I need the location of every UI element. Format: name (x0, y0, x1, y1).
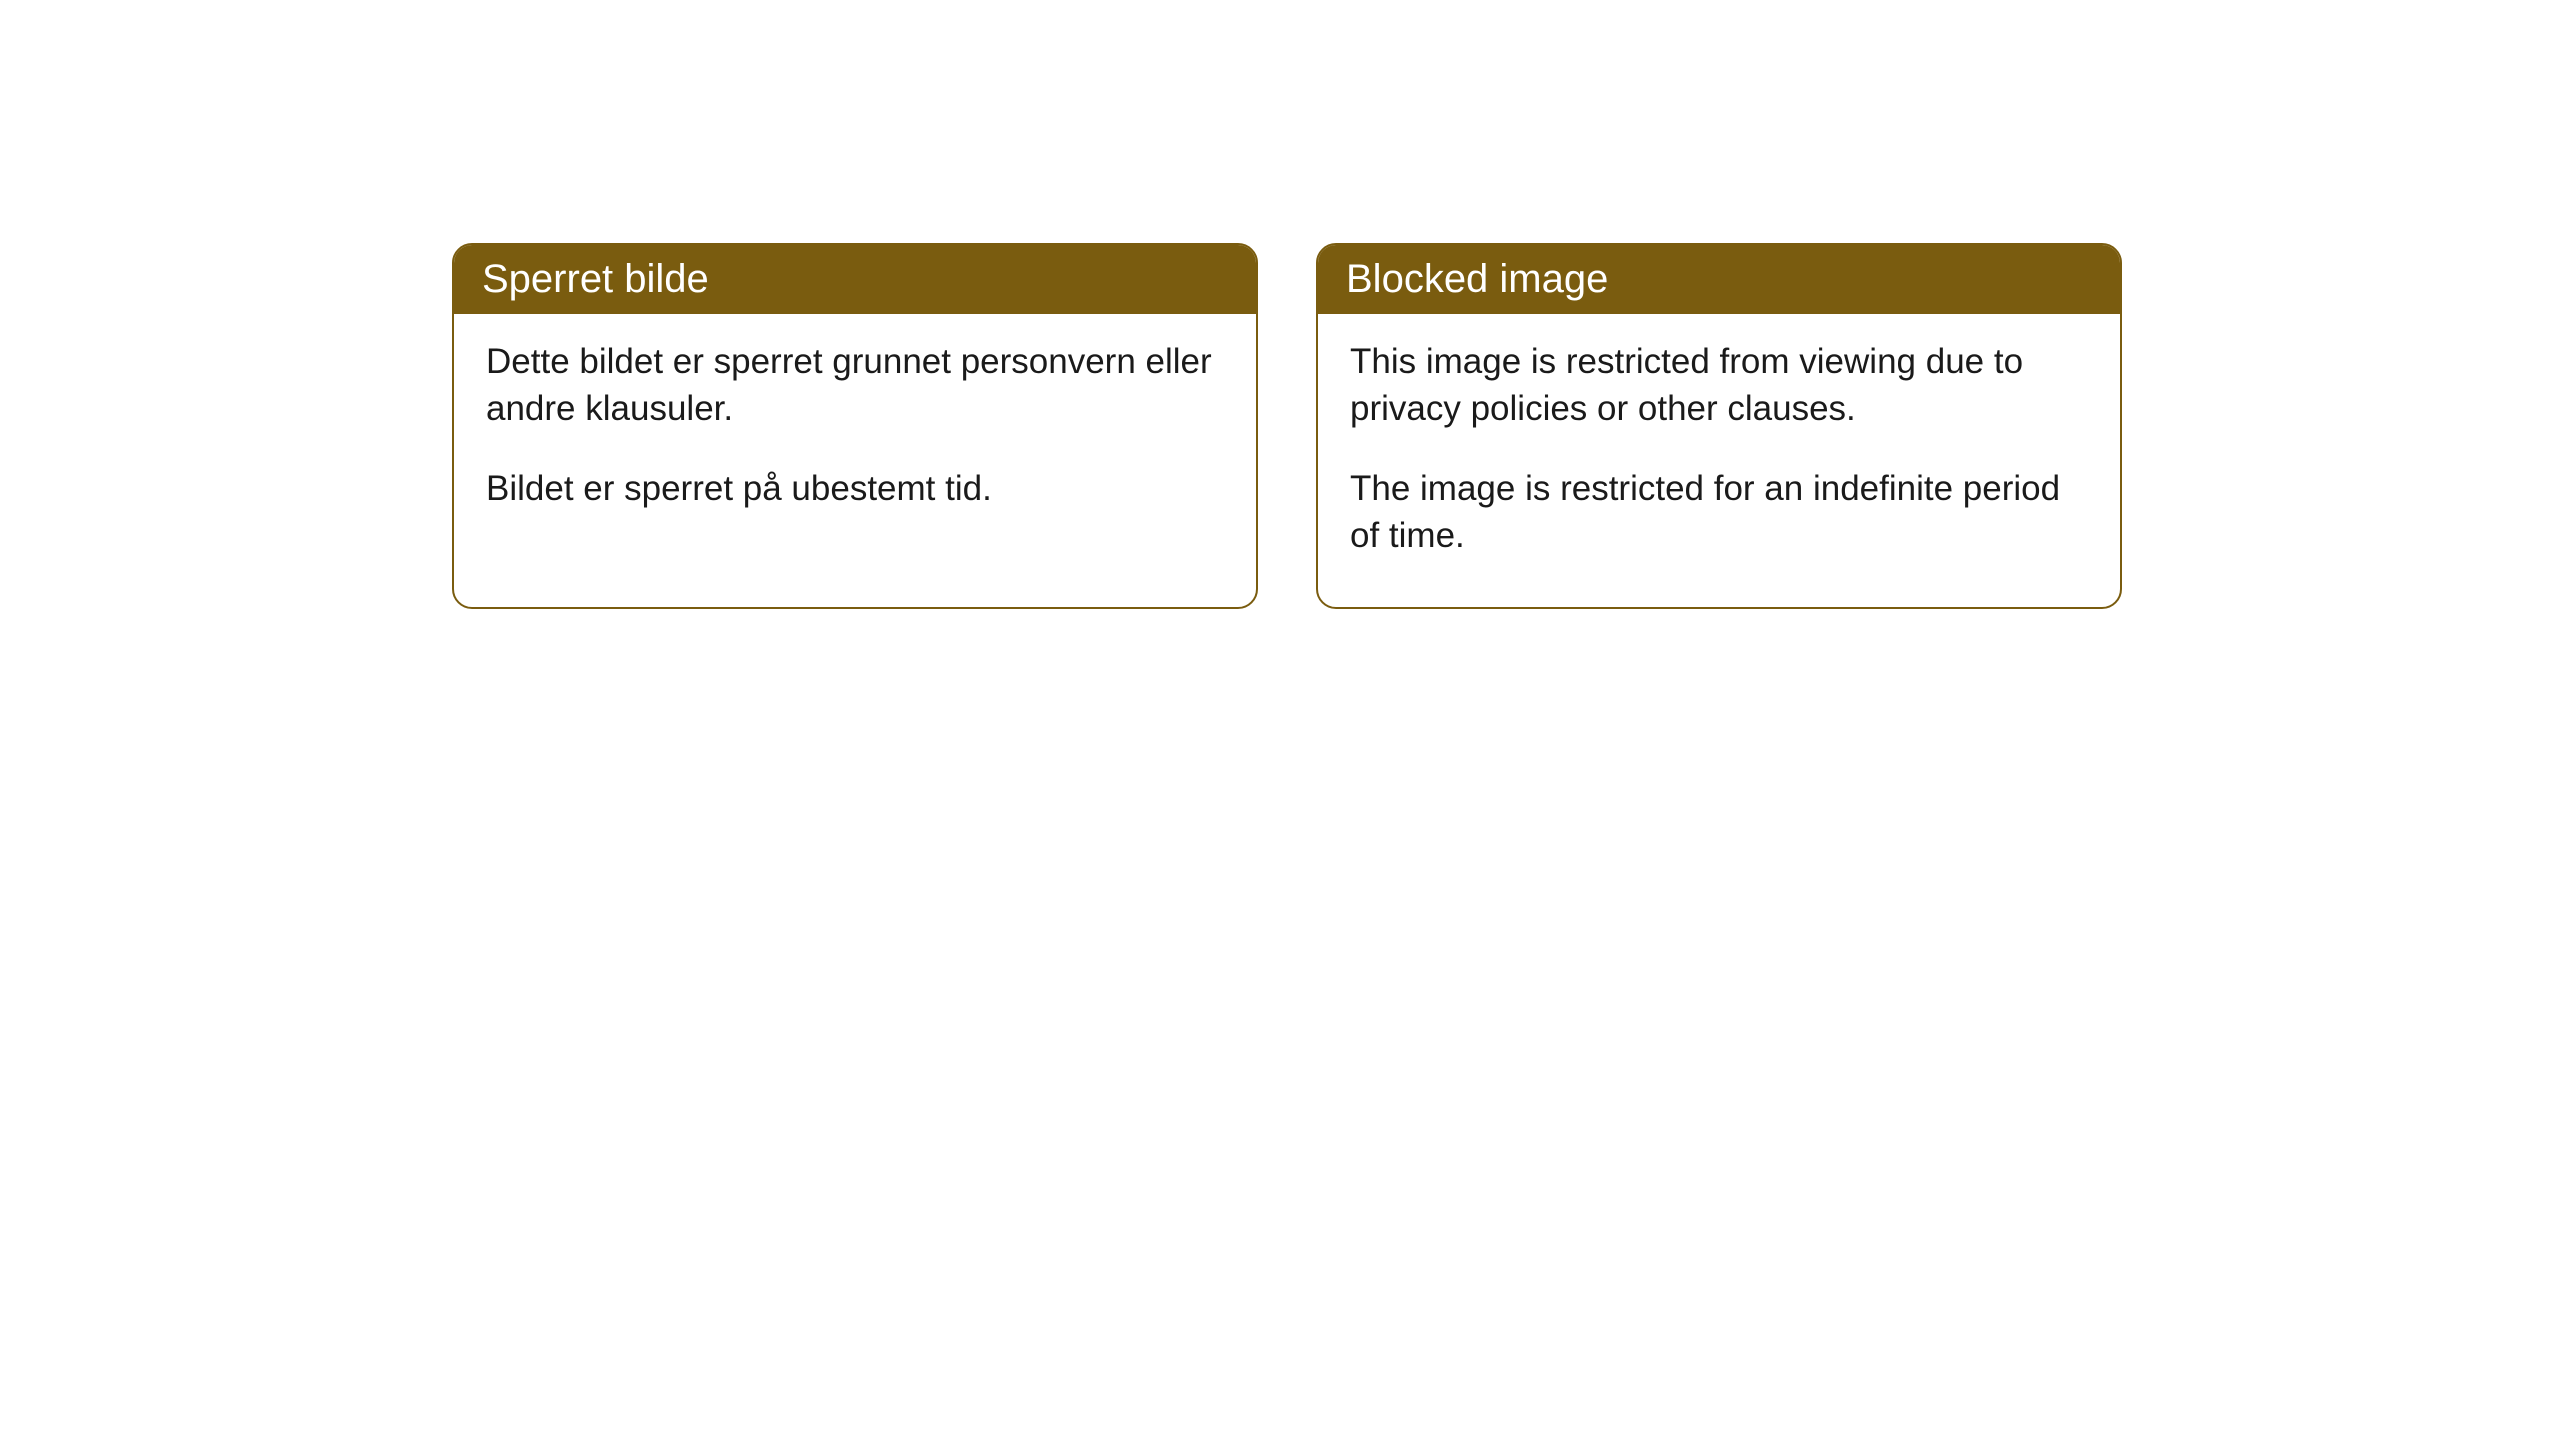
notice-card-norwegian: Sperret bilde Dette bildet er sperret gr… (452, 243, 1258, 609)
notice-card-english: Blocked image This image is restricted f… (1316, 243, 2122, 609)
card-title: Sperret bilde (482, 257, 709, 301)
card-paragraph: Dette bildet er sperret grunnet personve… (486, 338, 1224, 433)
card-header-norwegian: Sperret bilde (454, 245, 1256, 314)
notice-cards-container: Sperret bilde Dette bildet er sperret gr… (452, 243, 2122, 609)
card-title: Blocked image (1346, 257, 1608, 301)
card-paragraph: This image is restricted from viewing du… (1350, 338, 2088, 433)
card-body-norwegian: Dette bildet er sperret grunnet personve… (454, 314, 1256, 560)
card-body-english: This image is restricted from viewing du… (1318, 314, 2120, 607)
card-header-english: Blocked image (1318, 245, 2120, 314)
card-paragraph: The image is restricted for an indefinit… (1350, 465, 2088, 560)
card-paragraph: Bildet er sperret på ubestemt tid. (486, 465, 1224, 512)
